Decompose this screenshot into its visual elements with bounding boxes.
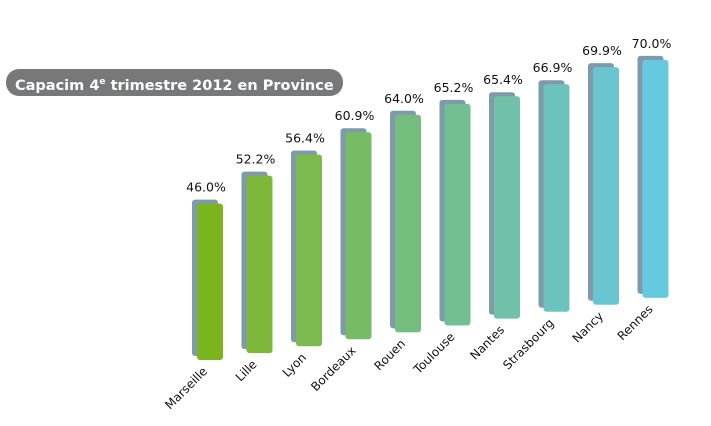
category-label: Toulouse: [410, 330, 457, 377]
category-label: Strasbourg: [500, 316, 556, 372]
data-label: 64.0%: [384, 91, 424, 106]
category-label: Lille: [233, 357, 260, 384]
data-label: 69.9%: [582, 43, 622, 58]
bar: [197, 203, 223, 360]
data-label: 66.9%: [533, 60, 573, 75]
data-label: 70.0%: [632, 36, 672, 51]
chart-title: Capacim 4e trimestre 2012 en Province: [6, 69, 343, 96]
category-label: Rouen: [372, 337, 409, 374]
bar: [543, 84, 570, 312]
data-label: 65.2%: [434, 80, 474, 95]
category-label: Rennes: [615, 302, 656, 343]
bar: [593, 67, 619, 305]
bar: [494, 96, 520, 319]
data-label: 52.2%: [236, 152, 276, 167]
category-label: Nantes: [467, 323, 507, 363]
category-label: Nancy: [570, 309, 607, 346]
bar: [642, 59, 669, 298]
bar: [296, 154, 322, 347]
data-label: 46.0%: [186, 180, 226, 195]
category-label: Bordeaux: [308, 344, 358, 394]
bar: [246, 175, 273, 354]
data-label: 65.4%: [483, 72, 523, 87]
bar: [444, 103, 471, 326]
bar: [395, 114, 421, 333]
data-label: 60.9%: [335, 108, 375, 123]
data-label: 56.4%: [285, 130, 325, 145]
category-label: Lyon: [280, 350, 309, 379]
bar: [345, 132, 372, 340]
category-label: Marseille: [162, 364, 210, 412]
